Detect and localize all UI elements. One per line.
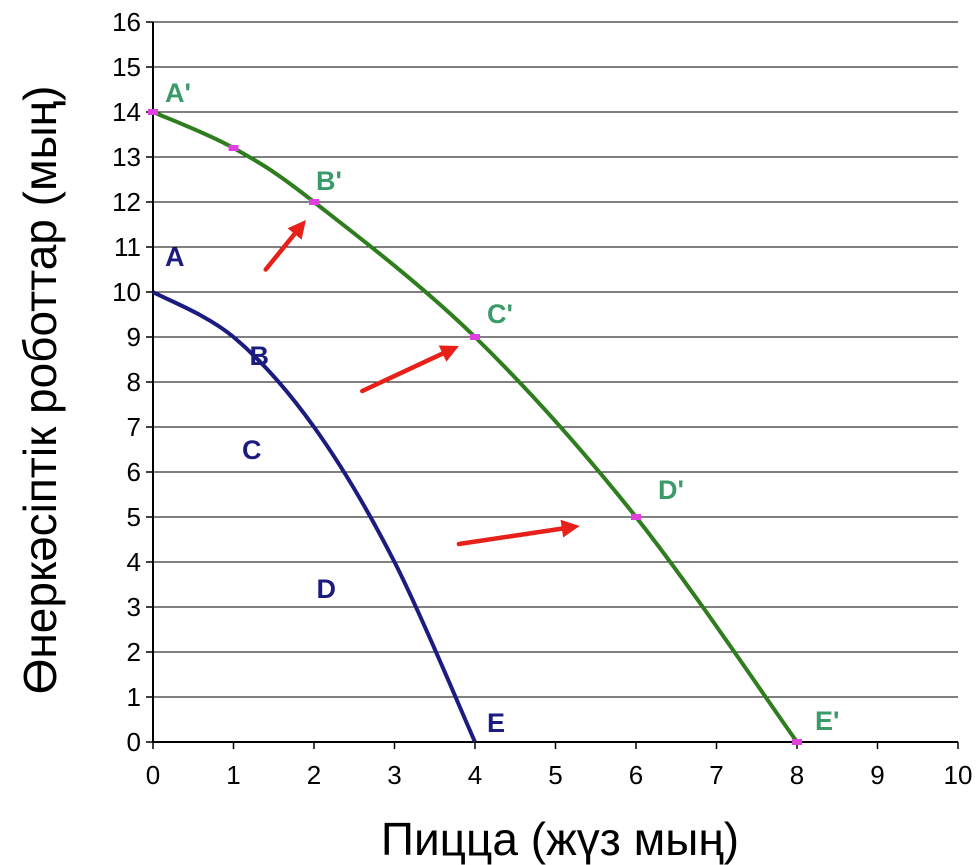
point-label: A [165, 242, 185, 272]
point-label: D' [658, 475, 684, 505]
arrow-head [287, 220, 306, 240]
y-tick-label: 1 [127, 682, 141, 712]
x-tick-label: 3 [387, 760, 401, 790]
markers [148, 109, 802, 745]
y-tick-label: 7 [127, 412, 141, 442]
x-tick-label: 5 [548, 760, 562, 790]
point-marker [148, 109, 158, 115]
point-label: E' [815, 706, 839, 736]
point-label: A' [165, 78, 191, 108]
point-marker [228, 145, 239, 151]
x-tick-labels: 0 1 2 3 4 5 6 7 8 9 10 [146, 742, 973, 790]
x-tick-label: 7 [709, 760, 723, 790]
y-tick-label: 9 [127, 322, 141, 352]
x-axis-title: Пицца (жүз мың) [381, 813, 739, 865]
point-marker [309, 199, 319, 205]
y-axis-title: Өнеркәсіптік роботтар (мың) [14, 86, 66, 695]
x-tick-label: 9 [870, 760, 884, 790]
x-tick-label: 2 [307, 760, 321, 790]
arrows [263, 220, 580, 547]
y-tick-label: 0 [127, 727, 141, 757]
y-tick-label: 5 [127, 502, 141, 532]
point-marker [470, 334, 480, 340]
x-tick-label: 10 [944, 760, 973, 790]
y-tick-label: 4 [127, 547, 141, 577]
point-marker [792, 739, 802, 745]
point-label: D [317, 574, 337, 604]
y-tick-label: 2 [127, 637, 141, 667]
shift-arrow [360, 351, 445, 394]
x-tick-label: 4 [468, 760, 482, 790]
y-tick-label: 16 [112, 7, 141, 37]
y-tick-label: 10 [112, 277, 141, 307]
point-label: C' [487, 299, 513, 329]
arrow-head [438, 345, 459, 362]
x-tick-label: 8 [790, 760, 804, 790]
x-tick-label: 0 [146, 760, 160, 790]
grid-lines [153, 21, 958, 743]
y-tick-label: 8 [127, 367, 141, 397]
y-tick-label: 14 [112, 97, 141, 127]
y-tick-label: 6 [127, 457, 141, 487]
y-tick-label: 13 [112, 142, 141, 172]
point-labels: A B C D E A' B' C' D' E' [165, 78, 839, 738]
y-tick-label: 12 [112, 187, 141, 217]
point-marker [631, 514, 641, 520]
x-tick-label: 6 [629, 760, 643, 790]
point-label: B [250, 341, 270, 371]
point-label: C [242, 435, 262, 465]
x-tick-label: 1 [226, 760, 240, 790]
inner-ppf-curve [152, 290, 477, 743]
point-label: B' [316, 166, 342, 196]
y-tick-label: 15 [112, 52, 141, 82]
point-label: E [487, 708, 505, 738]
y-tick-label: 11 [114, 232, 141, 262]
shift-arrow [456, 526, 565, 547]
arrow-head [560, 519, 580, 538]
shift-arrow [263, 231, 297, 272]
y-tick-label: 3 [127, 592, 141, 622]
